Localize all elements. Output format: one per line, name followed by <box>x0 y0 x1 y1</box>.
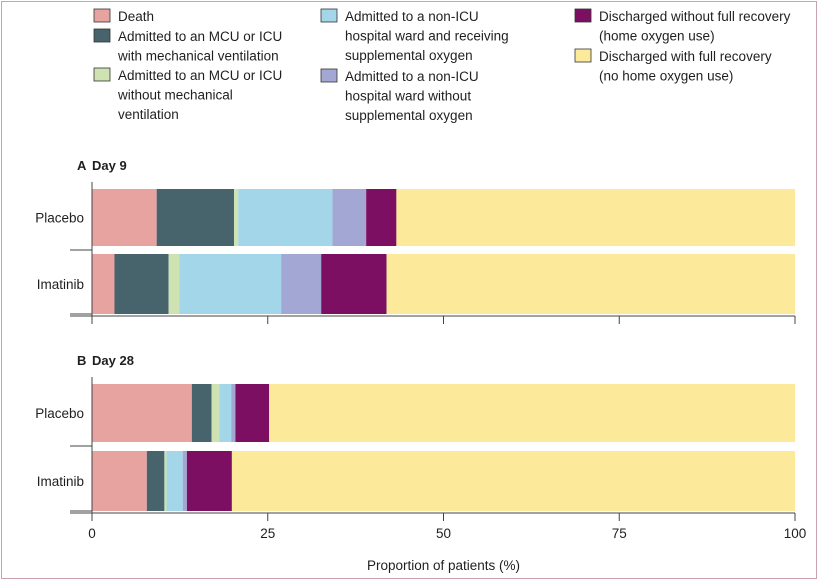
x-tick-label-75: 75 <box>612 526 627 541</box>
bar-segment-A-imatinib-ward_noo2 <box>281 254 322 314</box>
bar-segment-A-imatinib-mcu_novent <box>168 254 180 314</box>
bar-segment-A-imatinib-disc_partial <box>321 254 387 314</box>
legend-swatch-mcu_novent <box>93 67 111 82</box>
bar-segment-B-imatinib-disc_full <box>231 451 796 511</box>
legend-swatch-ward_noo2 <box>320 68 338 83</box>
panel-letter-B: B <box>77 353 86 368</box>
legend-label-disc_full: Discharged with full recovery <box>599 49 772 64</box>
panel-letter-A: A <box>77 158 87 173</box>
legend-swatch-disc_partial <box>574 8 592 23</box>
bar-segment-A-placebo-ward_o2 <box>238 189 333 246</box>
panel-title-B: Day 28 <box>92 353 134 368</box>
legend-label-mcu_novent: Admitted to an MCU or ICU <box>118 68 282 83</box>
legend-label-mcu_vent: with mechanical ventilation <box>117 49 279 64</box>
category-label-A-placebo: Placebo <box>35 211 84 226</box>
bar-segment-A-placebo-disc_full <box>396 189 795 246</box>
legend-label-ward_noo2: supplemental oxygen <box>345 108 473 123</box>
bar-segment-B-imatinib-mcu_vent <box>146 451 165 511</box>
legend-swatch-disc_full <box>574 48 592 63</box>
bar-segment-A-imatinib-ward_o2 <box>179 254 282 314</box>
bar-segment-A-placebo-death <box>92 189 157 246</box>
x-tick-label-100: 100 <box>784 526 807 541</box>
legend-label-mcu_vent: Admitted to an MCU or ICU <box>118 29 282 44</box>
bar-segment-B-placebo-mcu_novent <box>211 384 220 442</box>
legend-swatch-mcu_vent <box>93 28 111 43</box>
legend-label-ward_o2: hospital ward and receiving <box>345 29 509 44</box>
bar-segment-A-placebo-disc_partial <box>366 189 397 246</box>
bar-segment-B-placebo-disc_full <box>269 384 795 442</box>
category-label-A-imatinib: Imatinib <box>37 277 84 292</box>
bar-segment-A-placebo-ward_noo2 <box>332 189 367 246</box>
x-tick-label-0: 0 <box>88 526 96 541</box>
bar-segment-B-imatinib-mcu_novent <box>164 451 167 511</box>
bar-segment-B-imatinib-ward_noo2 <box>182 451 187 511</box>
category-label-B-placebo: Placebo <box>35 406 84 421</box>
bar-segment-B-imatinib-disc_partial <box>186 451 232 511</box>
legend-label-ward_noo2: hospital ward without <box>345 89 471 104</box>
legend-label-disc_partial: Discharged without full recovery <box>599 9 791 24</box>
legend-label-ward_noo2: Admitted to a non-ICU <box>345 69 479 84</box>
legend-label-mcu_novent: ventilation <box>118 107 179 122</box>
bar-segment-A-placebo-mcu_novent <box>234 189 239 246</box>
legend-swatch-ward_o2 <box>320 8 338 23</box>
bar-segment-B-placebo-mcu_vent <box>191 384 212 442</box>
x-tick-label-50: 50 <box>436 526 451 541</box>
legend-label-mcu_novent: without mechanical <box>117 88 233 103</box>
bar-segment-A-imatinib-death <box>92 254 115 314</box>
bar-segment-B-placebo-ward_o2 <box>219 384 232 442</box>
x-tick-label-25: 25 <box>260 526 275 541</box>
bar-segment-A-imatinib-disc_full <box>386 254 795 314</box>
legend-label-ward_o2: Admitted to a non-ICU <box>345 9 479 24</box>
bar-segment-A-placebo-mcu_vent <box>156 189 235 246</box>
category-label-B-imatinib: Imatinib <box>37 474 84 489</box>
legend-label-disc_partial: (home oxygen use) <box>599 29 715 44</box>
legend-swatch-death <box>93 8 111 23</box>
bar-segment-A-imatinib-mcu_vent <box>114 254 169 314</box>
bar-segment-B-imatinib-ward_o2 <box>166 451 183 511</box>
legend-label-ward_o2: supplemental oxygen <box>345 48 473 63</box>
panel-title-A: Day 9 <box>92 158 127 173</box>
bar-segment-B-placebo-death <box>92 384 192 442</box>
bar-segment-B-placebo-disc_partial <box>235 384 270 442</box>
bar-segment-B-imatinib-death <box>92 451 147 511</box>
bar-segment-B-placebo-ward_noo2 <box>231 384 236 442</box>
legend-label-disc_full: (no home oxygen use) <box>599 69 733 84</box>
x-axis-label: Proportion of patients (%) <box>367 558 520 573</box>
legend-label-death: Death <box>118 9 154 24</box>
